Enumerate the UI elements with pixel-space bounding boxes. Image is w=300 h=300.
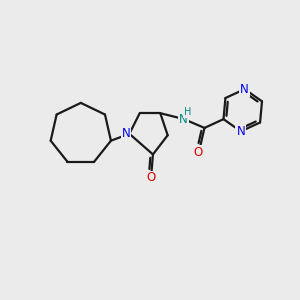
Text: N: N	[240, 82, 249, 96]
Text: O: O	[193, 146, 202, 159]
Text: N: N	[236, 125, 245, 138]
Text: N: N	[179, 112, 188, 126]
Text: O: O	[147, 172, 156, 184]
Text: H: H	[184, 107, 191, 117]
Text: N: N	[122, 127, 130, 140]
